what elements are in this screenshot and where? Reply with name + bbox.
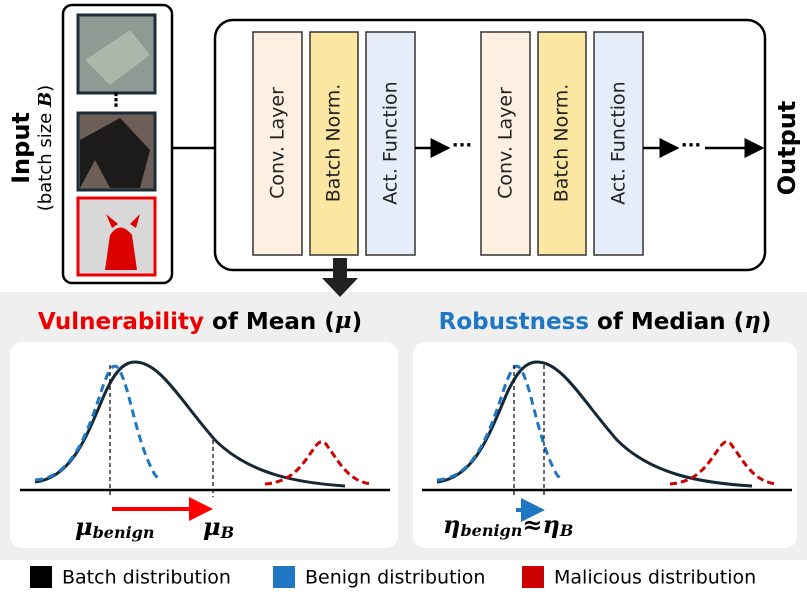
block-label: Conv. Layer xyxy=(495,87,517,199)
legend-swatch xyxy=(273,566,295,588)
batch-norm xyxy=(309,31,359,256)
symbol: μ xyxy=(75,512,93,541)
act-function xyxy=(365,31,416,256)
sublabel-symbol: B xyxy=(35,92,56,108)
malicious-curve xyxy=(669,440,778,486)
batch-norm xyxy=(537,31,587,256)
title-highlight: Robustness xyxy=(439,309,589,335)
ellipsis: ··· xyxy=(452,135,473,156)
approx: ≈ xyxy=(522,510,542,539)
panel xyxy=(10,342,398,548)
sublabel-text: ) xyxy=(35,85,56,92)
thumbnail-ellipsis: ⋮ xyxy=(107,90,125,111)
symbol: η xyxy=(443,510,460,539)
input-label: Input xyxy=(7,112,35,184)
legend-label: Malicious distribution xyxy=(554,567,756,589)
block-label: Batch Norm. xyxy=(551,84,573,203)
title-text: of Median ( xyxy=(589,309,744,335)
malicious-curve xyxy=(264,440,373,486)
legend-swatch xyxy=(30,566,52,588)
mean-benign-label: μbenign xyxy=(75,512,154,542)
subscript: B xyxy=(559,521,574,540)
panel-title: Robustness of Median (η) xyxy=(439,307,772,335)
conv-layer xyxy=(252,31,303,256)
title-text: of Mean ( xyxy=(204,309,335,335)
ellipsis: ··· xyxy=(681,135,702,156)
block-label: Conv. Layer xyxy=(267,87,289,199)
title-symbol: μ xyxy=(335,307,352,334)
sublabel-text: (batch size xyxy=(35,107,56,211)
mean-batch-label: μB xyxy=(203,512,234,542)
block-label: Act. Function xyxy=(380,81,402,204)
benign-curve xyxy=(436,364,564,482)
legend-label: Batch distribution xyxy=(62,567,231,589)
subscript: B xyxy=(220,523,235,542)
median-label: ηbenign≈ηB xyxy=(443,510,573,540)
block-label: Act. Function xyxy=(608,81,630,204)
act-function xyxy=(593,31,644,256)
legend-label: Benign distribution xyxy=(305,567,485,589)
title-text: ) xyxy=(761,309,772,335)
legend-swatch xyxy=(522,566,544,588)
title-symbol: η xyxy=(744,307,761,334)
subscript: benign xyxy=(93,523,155,542)
down-arrow xyxy=(322,258,358,297)
symbol: μ xyxy=(203,512,221,541)
title-text: ) xyxy=(352,309,363,335)
benign-curve xyxy=(34,364,162,482)
panel xyxy=(413,342,797,548)
input-sublabel: (batch size B) xyxy=(35,85,56,211)
symbol: η xyxy=(542,510,559,539)
block-label: Batch Norm. xyxy=(323,84,345,203)
thumbnail-shape xyxy=(80,118,150,188)
subscript: benign xyxy=(460,521,522,540)
thumbnail-shape xyxy=(85,30,150,85)
title-highlight: Vulnerability xyxy=(38,309,204,335)
output-label: Output xyxy=(773,101,801,196)
panel-title: Vulnerability of Mean (μ) xyxy=(38,307,362,335)
conv-layer xyxy=(480,31,531,256)
devil-icon xyxy=(105,214,140,270)
